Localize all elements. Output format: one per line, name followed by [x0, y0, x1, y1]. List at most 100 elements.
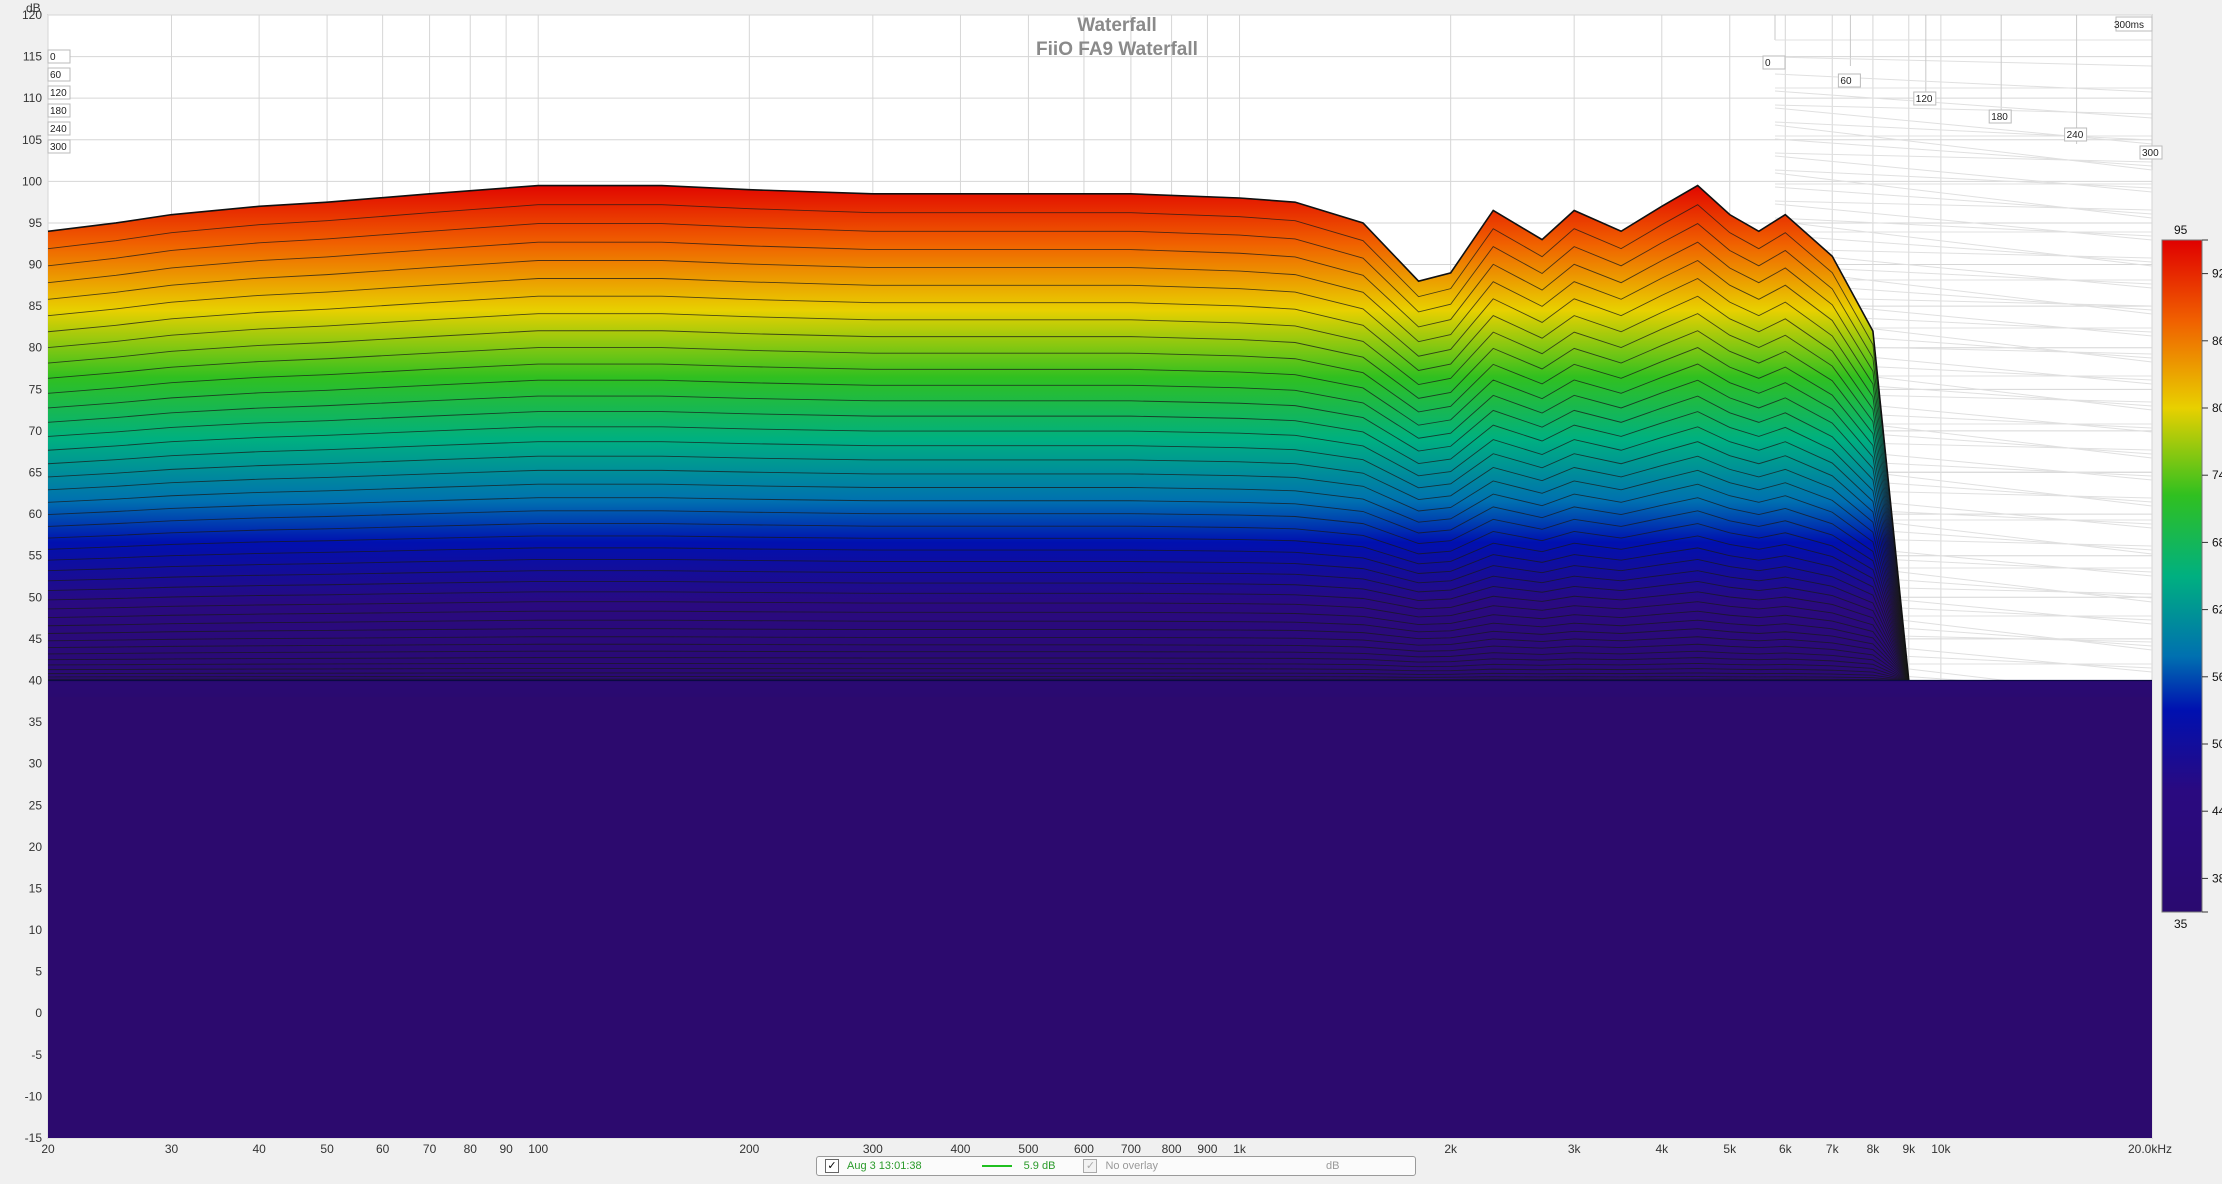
time-tick-left: 300 — [50, 142, 67, 153]
x-tick-label: 80 — [464, 1142, 478, 1156]
time-tick-box — [2139, 145, 2163, 160]
x-tick-label: 500 — [1018, 1142, 1038, 1156]
waterfall-slice — [47, 455, 1910, 681]
waterfall-slice — [47, 347, 1910, 681]
waterfall-slice — [47, 330, 1910, 681]
waterfall-slice — [47, 510, 1910, 681]
waterfall-slice — [47, 426, 1910, 681]
waterfall-slice — [47, 678, 1909, 681]
overlay-label: No overlay — [1105, 1160, 1159, 1172]
time-tick-left: 180 — [50, 106, 67, 117]
grid-line-wall — [1774, 124, 2153, 171]
x-tick-label: 700 — [1121, 1142, 1141, 1156]
time-tick-box — [47, 85, 71, 100]
colorbar-gradient — [2161, 239, 2203, 913]
waterfall-slice — [47, 497, 1910, 681]
waterfall-slice — [47, 650, 1910, 681]
waterfall-slice — [47, 676, 1909, 681]
y-tick-label: 40 — [29, 673, 43, 687]
time-tick-right: 300 — [2142, 148, 2159, 159]
waterfall-slice — [47, 379, 1910, 681]
waterfall-slice — [47, 395, 1910, 681]
waterfall-slice — [47, 277, 1910, 681]
time-tick-box — [47, 103, 71, 118]
y-tick-label: -5 — [31, 1048, 42, 1062]
x-tick-label: 10k — [1931, 1142, 1951, 1156]
waterfall-slice — [47, 636, 1910, 681]
y-tick-label: 90 — [29, 258, 43, 272]
waterfall-slice — [47, 363, 1910, 681]
y-tick-label: 85 — [29, 299, 43, 313]
x-tick-label: 6k — [1779, 1142, 1793, 1156]
measurement-date: Aug 3 13:01:38 — [847, 1160, 922, 1172]
overlay-checkbox[interactable]: ✓ — [1083, 1159, 1098, 1173]
y-tick-label: 115 — [23, 50, 42, 64]
time-tick-left: 0 — [50, 52, 56, 63]
time-tick-left: 120 — [50, 88, 67, 99]
x-tick-label: 60 — [376, 1142, 390, 1156]
waterfall-slice — [47, 580, 1910, 681]
y-tick-label: 10 — [29, 923, 43, 937]
grid-line-wall — [1774, 200, 2153, 211]
x-tick-label: 4k — [1655, 1142, 1669, 1156]
smoothing-value: 5.9 dB — [1023, 1160, 1056, 1172]
y-tick-label: 70 — [29, 424, 43, 438]
grid-line-wall — [1774, 169, 2153, 189]
waterfall-slice — [47, 662, 1909, 681]
measurement-checkbox[interactable]: ✓ — [825, 1159, 839, 1173]
waterfall-slice — [47, 668, 1909, 681]
waterfall-slice — [47, 619, 1910, 681]
chart-subtitle: FiiO FA9 Waterfall — [1036, 39, 1198, 60]
x-tick-label: 20 — [41, 1142, 55, 1156]
y-tick-label: 75 — [29, 382, 43, 396]
x-tick-label: 30 — [165, 1142, 179, 1156]
waterfall-slice — [47, 313, 1910, 681]
x-tick-label: 50 — [320, 1142, 334, 1156]
grid-line-wall — [1774, 56, 2153, 67]
time-tick-right: 240 — [2067, 130, 2084, 141]
waterfall-slice — [47, 570, 1910, 681]
grid-line-wall — [1774, 203, 2153, 241]
waterfall-surface — [48, 185, 2152, 1138]
y-tick-label: 105 — [22, 133, 42, 147]
waterfall-slice — [47, 223, 1910, 681]
x-tick-label: 900 — [1197, 1142, 1217, 1156]
grid-line-wall — [1774, 217, 2153, 237]
grid-line-wall — [1774, 152, 2153, 163]
x-tick-label: 7k — [1826, 1142, 1840, 1156]
y-tick-label: -10 — [25, 1089, 43, 1103]
series-swatch — [981, 1165, 1012, 1167]
time-tick-box — [1913, 91, 1937, 106]
x-tick-label: 200 — [739, 1142, 759, 1156]
time-tick-box — [1762, 55, 1786, 70]
colorbar-tick-label: 44 — [2212, 804, 2222, 818]
y-tick-label: 80 — [29, 341, 43, 355]
y-tick-label: 5 — [35, 965, 42, 979]
y-tick-label: -15 — [25, 1131, 43, 1145]
grid-line-wall — [1774, 220, 2153, 267]
colorbar-tick-label: 62 — [2212, 603, 2222, 617]
colorbar-tick-label: 95 — [2174, 223, 2188, 237]
time-tick-right: 0 — [1765, 58, 1771, 69]
waterfall-slice — [47, 628, 1910, 681]
y-tick-label: 60 — [29, 507, 43, 521]
legend-unit: dB — [1326, 1160, 1340, 1172]
colorbar: 95 92 86 80 74 68 62 56 50 44 38 35 — [2161, 223, 2222, 931]
waterfall-slice — [47, 241, 1910, 681]
y-tick-label: 35 — [29, 715, 43, 729]
x-tick-label: 400 — [950, 1142, 970, 1156]
grid-line-wall — [1774, 155, 2153, 193]
colorbar-tick-label: 35 — [2174, 917, 2188, 931]
time-tick-box — [1837, 73, 1861, 88]
colorbar-tick-label: 50 — [2212, 737, 2222, 751]
x-tick-label: 40 — [252, 1142, 266, 1156]
waterfall-slice — [47, 411, 1910, 681]
y-tick-label: 55 — [29, 549, 43, 563]
y-tick-label: 110 — [23, 91, 42, 105]
grid-line-wall — [1774, 172, 2153, 219]
waterfall-slice — [47, 204, 1910, 681]
time-unit-box — [2115, 16, 2153, 32]
axes: 1201151101051009590858075706560555045403… — [22, 8, 2172, 1156]
legend-bar: ✓ Aug 3 13:01:38 5.9 dB ✓ No overlay dB — [816, 1156, 1416, 1176]
